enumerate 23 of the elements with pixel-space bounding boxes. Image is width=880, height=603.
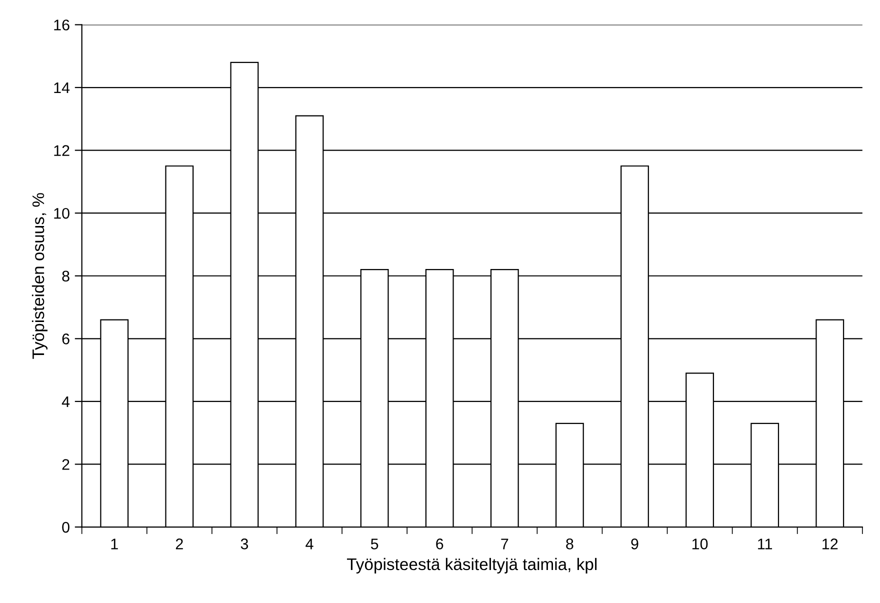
y-tick-label: 12 [54, 145, 70, 156]
x-tick-label: 4 [306, 538, 314, 550]
x-tick-label: 5 [370, 538, 378, 550]
y-tick-label: 6 [62, 334, 70, 344]
y-tick-label: 4 [62, 396, 70, 407]
y-tick-label: 0 [62, 522, 70, 533]
y-tick-label: 14 [54, 82, 70, 94]
y-tick-label: 16 [54, 20, 70, 30]
x-tick-label: 9 [631, 538, 638, 550]
x-tick-label: 12 [822, 538, 838, 550]
x-axis-title: Työpisteestä käsiteltyjä taimia, kpl [346, 558, 597, 574]
x-tick-label: 10 [692, 538, 708, 550]
x-tick-label: 6 [436, 538, 444, 550]
x-tick-label: 7 [501, 538, 508, 550]
y-axis-title: Työpisteiden osuus, % [32, 193, 48, 359]
y-tick-label: 2 [62, 459, 70, 470]
x-tick-label: 11 [758, 538, 772, 550]
x-tick-label: 1 [111, 538, 118, 550]
y-tick-label: 8 [62, 270, 70, 282]
y-tick-label: 10 [54, 208, 70, 219]
x-tick-label: 3 [240, 538, 248, 550]
x-tick-label: 2 [176, 538, 183, 550]
x-tick-label: 8 [566, 538, 574, 550]
